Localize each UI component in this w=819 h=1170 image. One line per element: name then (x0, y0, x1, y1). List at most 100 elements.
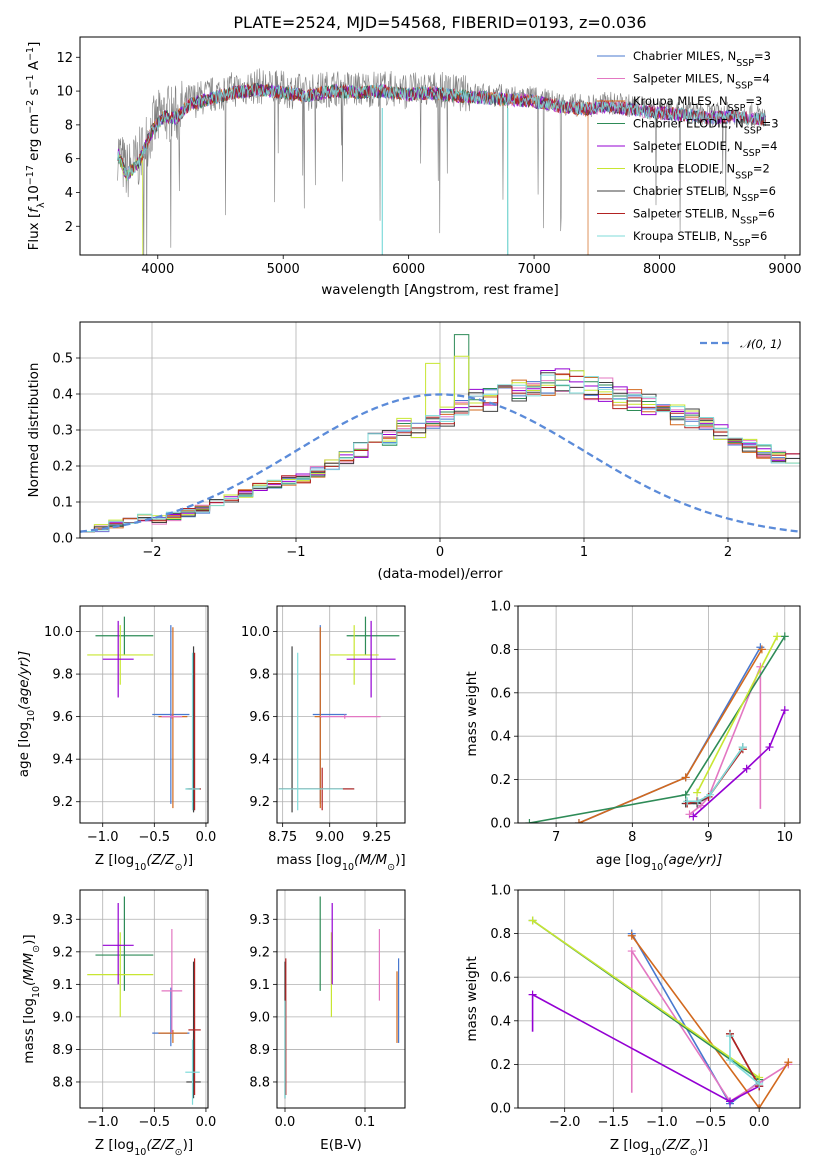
mass-weight-marker (784, 1058, 793, 1067)
y-tick-label: 10 (56, 85, 73, 100)
mass-weight-marker (738, 743, 747, 752)
mass-weight-marker (681, 773, 690, 782)
axes-frame (276, 605, 406, 824)
mass-weight-marker (725, 1097, 734, 1106)
mass-weight-line (689, 666, 762, 815)
axes-frame (517, 889, 801, 1109)
age-vs-metallicity-panel: −1.0 −0.5 0.09.29.49.69.810.0Z [log10(Z/Z⊙… (16, 605, 216, 873)
y-axis-label-part: s (26, 88, 42, 99)
mass-weight-line (631, 933, 760, 1105)
mass-weight-marker (681, 790, 690, 799)
axes-frame (79, 605, 209, 824)
age-vs-mass-panel: 8.75 9.00 9.25 9.2 9.4 9.6 9.8 10.0 mass [log10(… (241, 605, 406, 873)
mass-weight-marker (525, 819, 534, 823)
mass-vs-extinction-panel: 0.0 0.1 8.8 8.9 9.0 9.1 9.2 9.3 E(B-V) (249, 889, 406, 1153)
x-tick-label: 2 (724, 545, 732, 560)
x-tick-label: 9 (704, 830, 712, 845)
y-tick-label: 9.8 (249, 668, 270, 683)
mass-weight-line (729, 1033, 760, 1087)
legend-label-part: Salpeter MILES, N (633, 72, 735, 86)
y-axis-label-part: ⊙ (31, 945, 42, 953)
x-tick-label: 8 (628, 830, 636, 845)
y-axis-label: mass weight (464, 956, 480, 1041)
mass-weight-marker (725, 1056, 734, 1065)
legend-label: Salpeter STELIB, NSSP=6 (633, 207, 775, 227)
y-axis-label: Flux [fλ10−17 erg cm−2 s−1 A−1] (25, 42, 47, 251)
y-tick-label: 8 (65, 118, 73, 133)
legend-label-part: SSP (740, 215, 758, 226)
x-axis-label-part: ⊙ (175, 862, 183, 873)
x-axis-label-part: mass [log (276, 852, 342, 868)
x-tick-label: 4000 (141, 262, 174, 277)
y-axis-label-part: ] (26, 42, 42, 47)
normal-reference-curve (80, 393, 800, 533)
y-axis-label-part: 10 (31, 986, 42, 998)
legend-label-part: =3 (762, 117, 779, 131)
y-axis-label-part: (M/M (21, 952, 37, 985)
x-axis-label-part: ⊙ (175, 1147, 183, 1158)
x-axis-label-part: )] (183, 852, 194, 868)
x-tick-label: −1.0 (646, 1115, 678, 1130)
x-axis-label-part: ⊙ (387, 862, 395, 873)
x-tick-label: 8000 (643, 262, 676, 277)
plot-area (80, 890, 208, 1108)
legend-label-part: SSP (733, 238, 751, 249)
y-tick-label: 9.3 (52, 913, 73, 928)
mass-weight-marker (528, 916, 537, 925)
y-tick-label: 9.0 (52, 1010, 73, 1025)
spectrum-panel: 4000 5000 6000 7000 8000 9000 2 4 6 8 10 12 PLATE=25… (25, 13, 802, 298)
x-tick-label: 8.75 (268, 830, 297, 845)
y-axis-label: Normed distribution (26, 363, 42, 498)
y-tick-label: 8.9 (52, 1043, 73, 1058)
y-tick-label: 12 (56, 51, 73, 66)
residual-histogram-step (80, 355, 800, 533)
y-tick-label: 9.1 (249, 978, 270, 993)
legend-label: 𝒩(0, 1) (740, 337, 782, 351)
x-tick-label: 0.1 (355, 1115, 376, 1130)
x-tick-label: 10 (776, 830, 793, 845)
x-tick-label: −0.5 (139, 1115, 171, 1130)
mass-weight-marker (756, 643, 765, 652)
plot-area (80, 606, 208, 823)
x-axis-label-part: )] (183, 1137, 194, 1153)
y-axis-label-part: erg cm (26, 114, 42, 165)
legend-label-part: SSP (743, 148, 761, 159)
mass-vs-metallicity-panel: −1.0 −0.5 0.08.88.99.09.19.29.3Z [log10(Z/… (21, 889, 216, 1158)
y-tick-label: 9.4 (249, 753, 270, 768)
axes-frame (276, 889, 406, 1109)
legend-label-part: SSP (735, 80, 753, 91)
x-tick-label: −1 (286, 545, 305, 560)
axes-frame (79, 36, 801, 256)
x-tick-label: 9.25 (362, 830, 391, 845)
x-axis-label-part: 10 (651, 862, 663, 873)
x-axis-label-part: (Z/Z (146, 1137, 175, 1153)
mass-weight-marker (780, 632, 789, 641)
x-axis-label-part: )] (698, 1137, 709, 1153)
legend-label-part: SSP (735, 170, 753, 181)
x-axis-label-part: Z [log (610, 1137, 649, 1153)
mass-weight-marker (693, 788, 702, 797)
y-tick-label: 9.0 (249, 1010, 270, 1025)
x-axis-label-part: (Z/Z (661, 1137, 690, 1153)
y-tick-label: 9.6 (249, 710, 270, 725)
y-axis-label-part: 10 (26, 710, 37, 722)
legend-label: Kroupa MILES, NSSP=3 (633, 94, 762, 114)
legend-label-part: Chabrier STELIB, N (633, 184, 741, 198)
y-tick-label: 0.3 (52, 424, 73, 439)
mass-weight-line (532, 993, 760, 1103)
residual-histogram-step (80, 368, 800, 533)
x-axis-label-part: )] (395, 852, 406, 868)
x-axis-label: age [log10(age/yr)] (596, 852, 722, 873)
legend-label-part: Kroupa MILES, N (633, 94, 728, 108)
y-tick-label: 0.2 (52, 460, 73, 475)
legend-label-part: =6 (750, 229, 767, 243)
y-tick-label: 0.6 (490, 971, 511, 986)
x-tick-label: 7000 (518, 262, 551, 277)
y-axis-label-part: age [log (16, 722, 32, 777)
x-axis-label: wavelength [Angstrom, rest frame] (321, 282, 559, 298)
x-tick-label: 0.0 (275, 1115, 296, 1130)
y-axis-label-part: (age/yr)] (16, 651, 32, 710)
legend-label-part: Kroupa STELIB, N (633, 229, 733, 243)
legend-label-part: Salpeter ELODIE, N (633, 139, 743, 153)
